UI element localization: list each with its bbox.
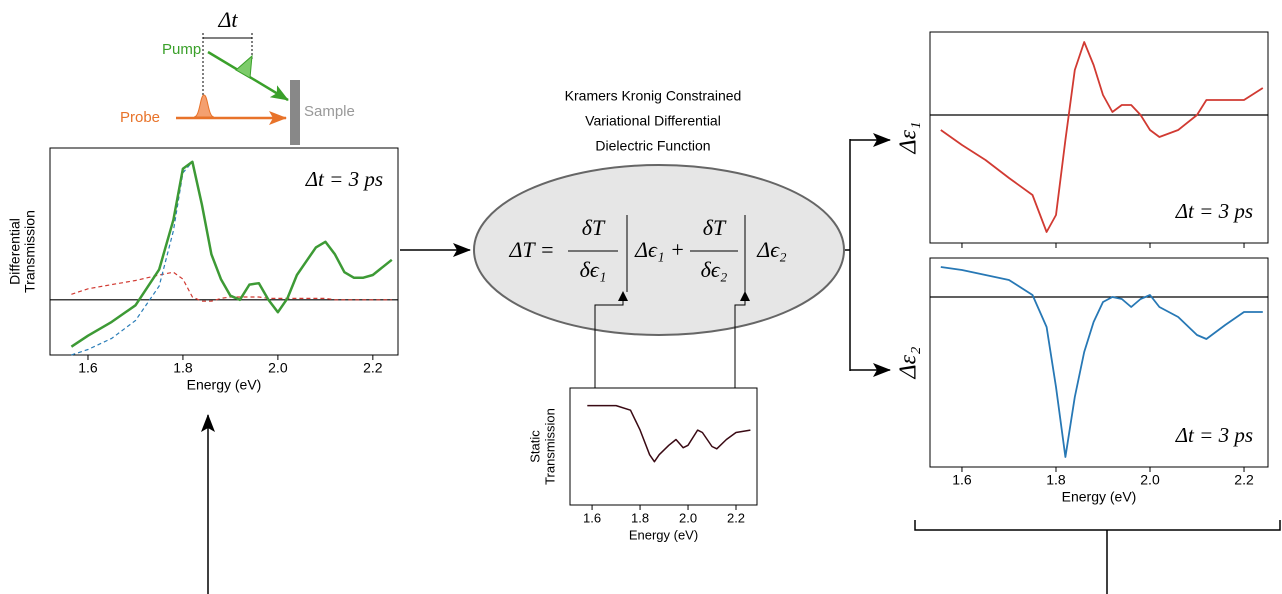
equation-term: Δϵ₁ + [634,237,685,262]
x-tick-label: 1.6 [952,472,972,488]
y-axis-label: Δε₁ [896,122,922,155]
sample [290,80,300,145]
chart: 1.6 1.8 2.0 2.2 Energy (eV) Differential Trans… [7,147,399,393]
equation-term: δT [703,215,727,240]
data-line [940,41,1264,233]
y-axis-label: Δε₂ [896,347,922,380]
method-ellipse [473,164,845,336]
pump-label: Pump [162,41,201,58]
x-tick-label: 2.2 [1234,472,1254,488]
annotation: Δt = 3 ps [1175,199,1253,223]
connector [734,291,750,388]
x-tick-label: 2.0 [1140,472,1160,488]
x-tick-label: 2.2 [363,360,383,376]
chart: Δε₁ Δt = 3 ps [896,31,1269,248]
x-tick-label: 1.8 [631,510,649,525]
y-axis-label: Transmission [542,408,557,485]
y-axis-label: Static [527,430,542,463]
y-axis-label: Transmission [22,210,38,293]
equation-term: δϵ₁ [580,257,607,282]
x-tick-label: 1.8 [173,360,193,376]
x-tick-label: 1.8 [1046,472,1066,488]
method-title: Kramers Kronig Constrained [565,88,742,104]
pump-pulse [235,54,253,79]
data-line [71,271,392,302]
x-axis-label: Energy (eV) [187,377,262,393]
equation-term: ΔT = [508,237,554,262]
method-title: Variational Differential [585,113,721,129]
plot-frame [49,147,399,356]
connector [594,291,628,388]
sample-label: Sample [304,103,355,120]
x-tick-label: 1.6 [78,360,98,376]
probe-label: Probe [120,109,160,126]
y-axis-label: Differential [7,218,23,285]
method-title: Dielectric Function [595,138,710,154]
chart: 1.6 1.8 2.0 2.2 Energy (eV) Static Transmissio… [527,387,758,542]
data-line [940,266,1263,458]
equation-term: δT [582,215,606,240]
plot-frame [929,31,1269,244]
plot-frame [929,257,1269,468]
plot-frame [569,387,758,506]
data-line [70,160,393,348]
x-tick-label: 2.0 [268,360,288,376]
data-line [587,404,751,463]
annotation: Δt = 3 ps [1175,423,1253,447]
x-tick-label: 2.2 [727,510,745,525]
delay-label: Δt [217,7,238,32]
x-tick-label: 2.0 [679,510,697,525]
equation-term: Δϵ₂ [756,237,787,262]
x-tick-label: 1.6 [583,510,601,525]
bracket [914,520,1281,531]
probe-pulse [193,94,215,118]
chart: 1.6 1.8 2.0 2.2 Energy (eV) Δε₂ Δt = 3 ps [896,257,1269,505]
equation-term: δϵ₂ [701,257,728,282]
method: Kramers Kronig Constrained Variational D… [473,88,845,388]
x-axis-label: Energy (eV) [629,527,698,542]
pump-probe-schematic: Δt Pump Probe Sample [120,7,355,145]
x-axis-label: Energy (eV) [1062,489,1137,505]
annotation: Δt = 3 ps [305,167,383,191]
